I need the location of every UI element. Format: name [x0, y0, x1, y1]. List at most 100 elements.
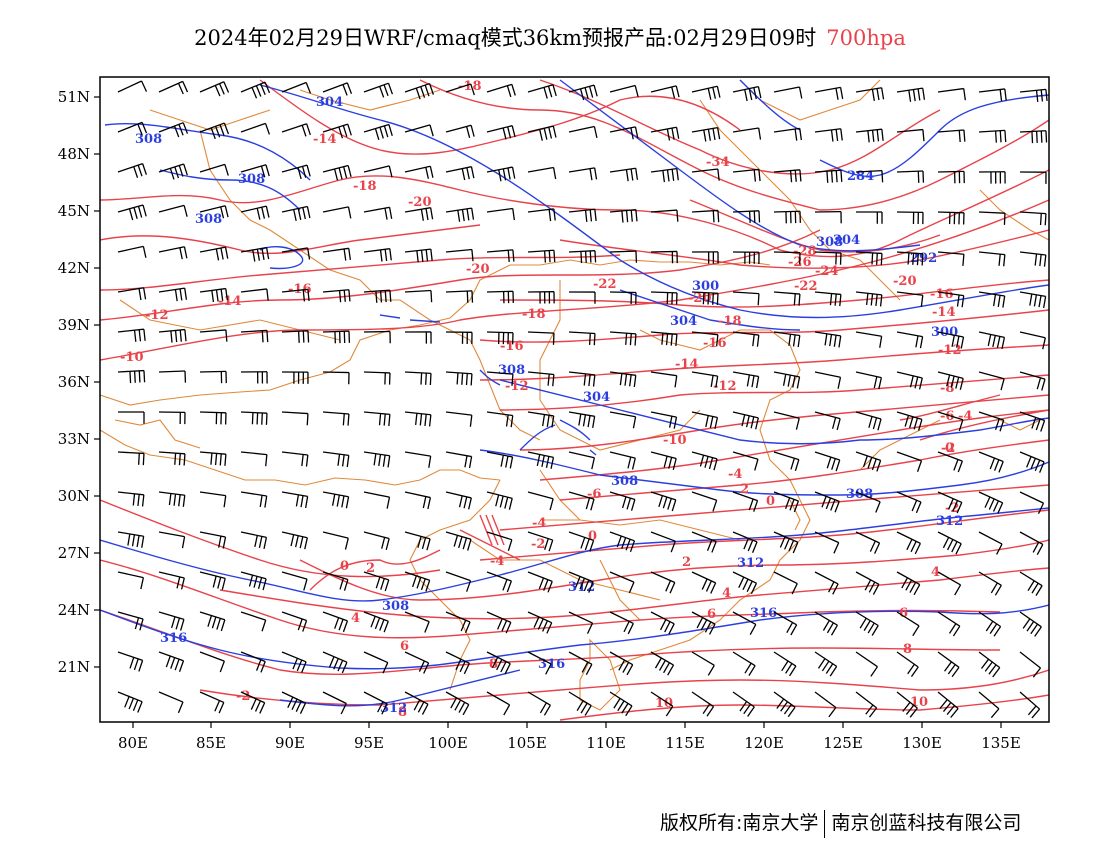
- wind-barb: [404, 289, 433, 303]
- wind-barb: [363, 571, 390, 592]
- wind-barb: [117, 491, 145, 507]
- wind-barb: [486, 166, 516, 182]
- wind-barb: [404, 411, 432, 427]
- wind-barb: [527, 411, 555, 428]
- wind-barb: [322, 330, 351, 344]
- wind-barb: [978, 129, 1007, 143]
- wind-barb: [240, 451, 268, 467]
- wind-barb: [814, 371, 842, 389]
- wind-barb: [773, 210, 801, 224]
- wind-barb: [568, 84, 598, 101]
- wind-barb: [445, 531, 472, 551]
- height-label: 308: [611, 474, 638, 489]
- wind-barb: [404, 651, 430, 674]
- wind-barb: [691, 451, 718, 471]
- wind-barb: [609, 571, 635, 594]
- wind-barb: [568, 611, 594, 634]
- wind-barb: [609, 691, 633, 717]
- lat-tick-label: 33N: [58, 430, 90, 448]
- wind-barb: [568, 491, 595, 511]
- wind-barb: [650, 85, 680, 99]
- wind-barb: [568, 331, 596, 346]
- wind-barb: [527, 571, 553, 593]
- wind-barb: [896, 170, 925, 183]
- wind-barb: [240, 411, 268, 425]
- wind-barb: [322, 651, 348, 674]
- wind-barb: [691, 85, 721, 100]
- wind-barb: [855, 331, 883, 348]
- wind-barb: [527, 125, 557, 141]
- wind-barb: [896, 371, 923, 390]
- lat-tick-label: 36N: [58, 373, 90, 391]
- wind-barb: [814, 411, 841, 431]
- isotherm-label: -20: [466, 262, 490, 277]
- wind-barb: [691, 491, 718, 512]
- wind-barb: [363, 611, 389, 633]
- wind-barb: [199, 122, 230, 140]
- wind-barb: [281, 571, 308, 591]
- wind-barb: [445, 166, 475, 181]
- wind-barb: [199, 611, 226, 632]
- wind-barb: [158, 163, 188, 180]
- wind-barb: [855, 411, 882, 431]
- isotherm-label: 4: [351, 611, 360, 626]
- wind-barb: [814, 571, 839, 595]
- wind-barb: [896, 128, 925, 142]
- wind-barb: [158, 451, 186, 466]
- wind-barb: [732, 251, 760, 264]
- height-label: 308: [382, 599, 409, 614]
- wind-barb: [814, 291, 842, 307]
- isotherm-label: -14: [218, 294, 242, 309]
- wind-barb: [609, 651, 634, 676]
- isotherm-label: -18: [353, 179, 377, 194]
- wind-barb: [609, 84, 639, 97]
- wind-barb: [363, 371, 391, 385]
- wind-barb: [1019, 531, 1044, 556]
- isotherm-label: -4: [958, 409, 972, 424]
- wind-barb: [117, 691, 143, 713]
- wind-barb: [404, 207, 434, 221]
- lat-tick-label: 48N: [58, 145, 90, 163]
- height-label: 304: [670, 314, 697, 329]
- wind-barb: [1019, 491, 1045, 514]
- wind-barb: [978, 88, 1007, 102]
- isotherm-label: -14: [675, 357, 699, 372]
- wind-barb: [814, 86, 844, 100]
- isotherm-label: -8: [940, 381, 954, 396]
- wind-barb: [773, 651, 797, 677]
- wind-barb: [199, 531, 227, 549]
- wind-barb: [117, 328, 146, 342]
- wind-barb: [486, 651, 511, 675]
- wind-barb: [117, 163, 147, 178]
- wind-barb: [363, 206, 393, 220]
- height-label: 312: [737, 556, 764, 571]
- wind-barb: [240, 531, 268, 549]
- isotherm-label: -12: [505, 379, 529, 394]
- isotherm-label: 0: [588, 529, 597, 544]
- wind-barb: [445, 124, 475, 138]
- wind-barb: [117, 287, 147, 301]
- wind-barb: [322, 371, 350, 385]
- isotherm-label: 0: [766, 494, 775, 509]
- isotherm-label: -12: [145, 308, 169, 323]
- wind-barb: [404, 491, 432, 510]
- wind-barb: [445, 571, 472, 592]
- isotherm-label: -12: [713, 379, 737, 394]
- wind-barb: [281, 491, 309, 509]
- wind-barb: [404, 331, 432, 344]
- isotherm-label: -10: [120, 350, 144, 365]
- wind-barb: [650, 451, 677, 470]
- height-label: 304: [833, 233, 860, 248]
- isotherm-label: 8: [398, 705, 407, 720]
- wind-barb: [363, 491, 391, 509]
- wind-barb: [814, 128, 843, 142]
- wind-barb: [568, 125, 598, 139]
- wind-barb: [240, 246, 270, 262]
- wind-barb: [117, 204, 147, 221]
- wind-barb: [158, 204, 188, 217]
- wind-barb: [404, 248, 433, 263]
- wind-barb: [896, 491, 922, 514]
- wind-barb: [445, 248, 474, 262]
- wind-barb: [732, 85, 762, 102]
- wind-barb: [158, 246, 188, 260]
